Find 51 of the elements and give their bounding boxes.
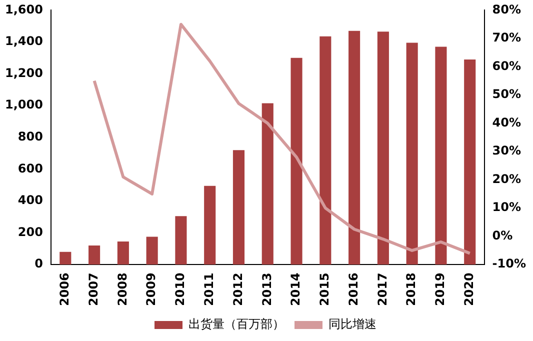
bar [88, 246, 100, 265]
x-tick-label: 2016 [346, 272, 360, 306]
bar [464, 59, 476, 265]
x-tick-label: 2012 [230, 272, 245, 306]
bar [377, 32, 389, 265]
y2-tick-label: 20% [492, 172, 522, 186]
y-tick-label: 1,200 [4, 66, 43, 80]
bar [60, 252, 72, 265]
legend-label: 出货量（百万部） [188, 317, 284, 332]
y2-tick-label: 50% [492, 87, 522, 102]
bar [262, 103, 274, 265]
bar [435, 46, 447, 265]
bar [232, 150, 245, 265]
x-tick-label: 2006 [58, 272, 72, 306]
x-tick-label: 2018 [404, 272, 418, 306]
x-tick-label: 2007 [86, 272, 100, 306]
y2-tick-label: 30% [492, 144, 522, 158]
bar [348, 30, 360, 265]
bar [320, 36, 332, 265]
y2-tick-label: 70% [492, 30, 522, 45]
bar [175, 216, 187, 265]
y-tick-label: 1,000 [4, 98, 43, 112]
y2-tick-label: 60% [492, 58, 522, 73]
x-tick-label: 2008 [115, 272, 130, 306]
y-tick-label: 200 [18, 224, 43, 239]
bar [406, 42, 418, 265]
y2-tick-label: 80% [492, 2, 522, 16]
x-tick-label: 2019 [433, 272, 448, 306]
bar [146, 236, 158, 265]
y-tick-label: 1,600 [4, 2, 43, 16]
x-tick-label: 2020 [462, 272, 476, 306]
x-tick-label: 2011 [202, 272, 216, 306]
bar [117, 242, 129, 265]
bar [290, 58, 302, 265]
y2-tick-label: 0% [492, 228, 513, 242]
y2-tick-label: 40% [492, 115, 522, 130]
y2-tick-label: -10% [492, 256, 526, 271]
x-tick-label: 2017 [375, 272, 390, 306]
x-tick-label: 2013 [260, 272, 274, 306]
x-tick-label: 2015 [318, 272, 332, 306]
y2-tick-label: 10% [492, 200, 522, 214]
legend-label: 同比增速 [328, 317, 376, 332]
x-tick-label: 2010 [173, 272, 188, 306]
y-tick-label: 1,400 [4, 34, 43, 48]
x-tick-label: 2014 [288, 272, 303, 306]
bar [204, 186, 216, 265]
y-tick-label: 0 [34, 256, 43, 271]
y-tick-label: 600 [18, 161, 43, 176]
y-tick-label: 800 [18, 130, 43, 144]
y-tick-label: 400 [18, 193, 43, 208]
x-tick-label: 2009 [144, 272, 158, 306]
